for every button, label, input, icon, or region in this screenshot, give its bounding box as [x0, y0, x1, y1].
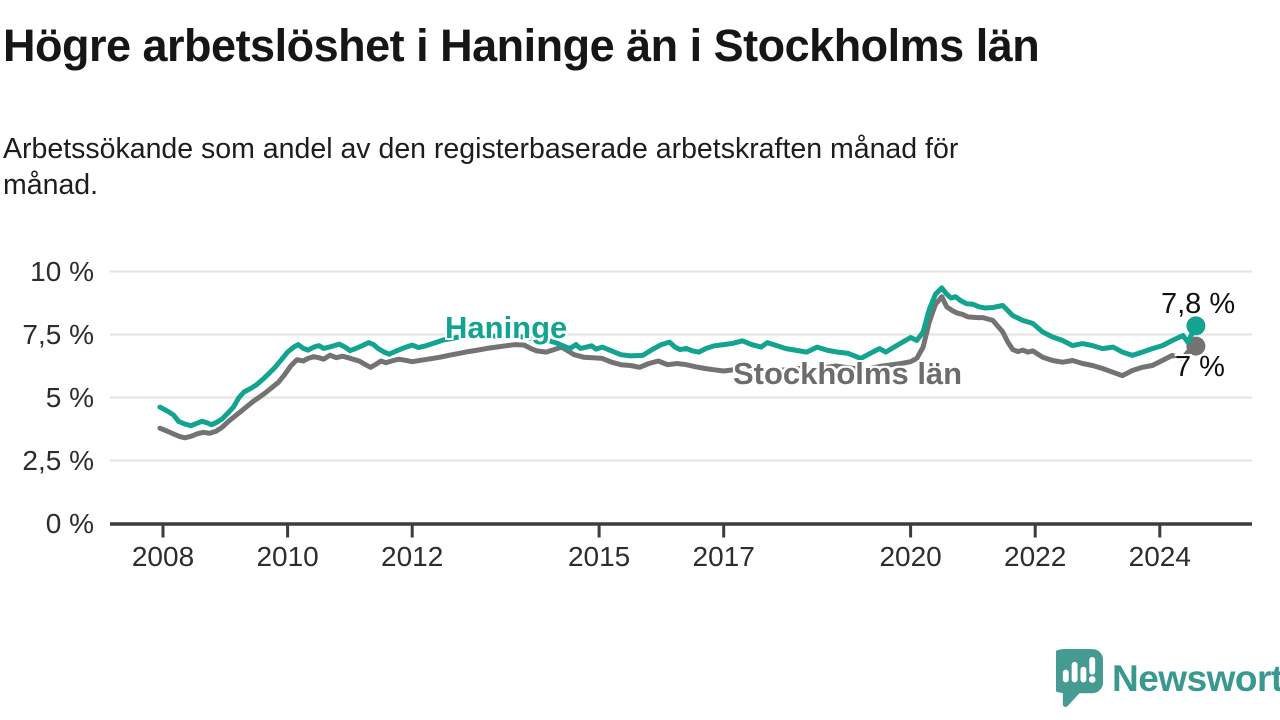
series-line-haninge	[157, 285, 1199, 429]
x-axis-label: 2012	[381, 541, 444, 572]
x-axis-label: 2010	[256, 541, 319, 572]
x-axis-label: 2015	[567, 541, 631, 572]
x-axis-label: 2022	[1004, 541, 1067, 572]
x-axis-label: 2017	[692, 541, 755, 572]
end-dot-stockholms-lan	[1186, 336, 1206, 356]
x-axis-label: 2020	[879, 541, 942, 572]
series-label-stockholms-lan: Stockholms län	[733, 356, 963, 391]
y-axis-label: 2,5 %	[22, 444, 94, 476]
page-title: Högre arbetslöshet i Haninge än i Stockh…	[3, 20, 1040, 71]
x-axis-label: 2008	[131, 541, 195, 572]
chart-subtitle-line2: månad.	[3, 169, 99, 201]
x-axis-label: 2024	[1128, 541, 1191, 572]
y-axis-label: 10 %	[30, 255, 94, 287]
y-axis-label: 5 %	[45, 381, 94, 413]
series-label-haninge: Haninge	[445, 310, 568, 345]
y-axis-label: 0 %	[45, 507, 94, 539]
chart-subtitle-line1: Arbetssökande som andel av den registerb…	[3, 133, 959, 165]
end-dot-haninge	[1186, 316, 1206, 336]
end-value-label-haninge: 7,8 %	[1161, 288, 1236, 320]
y-axis-label: 7,5 %	[22, 318, 94, 350]
series-line-stockholms-lan	[157, 294, 1199, 441]
newsworthy-logo-icon	[1056, 649, 1103, 707]
newsworthy-wordmark: Newsworthy	[1112, 657, 1280, 699]
newsworthy-logo: Newsworthy	[1056, 649, 1280, 707]
end-value-label-stockholms-lan: 7 %	[1175, 351, 1225, 383]
chart-subtitle: Arbetssökande som andel av den registerb…	[3, 131, 958, 203]
